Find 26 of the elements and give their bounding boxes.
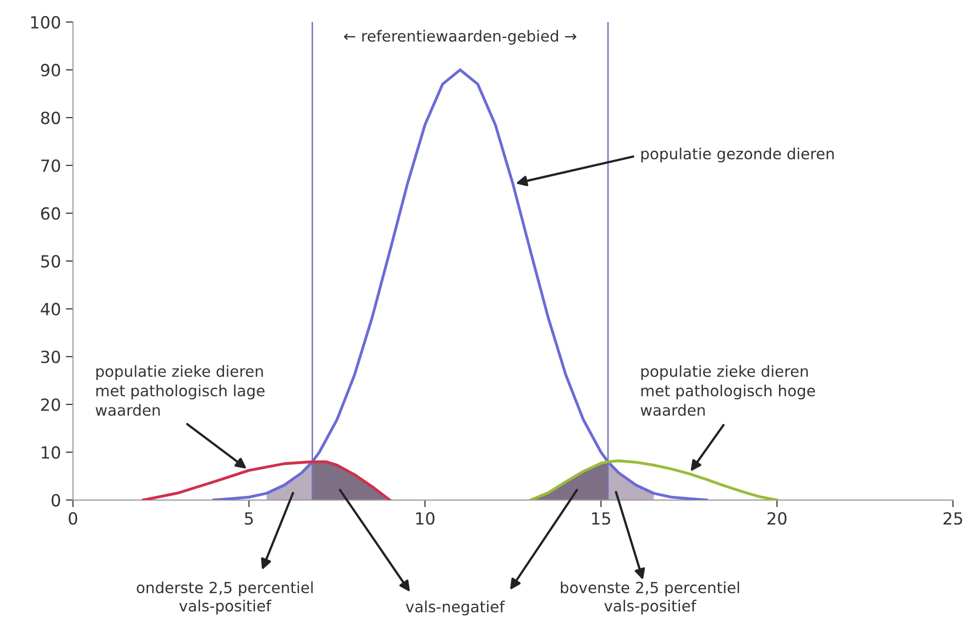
x-tick-label: 25 xyxy=(944,512,962,525)
line-series xyxy=(142,460,392,500)
y-tick-label: 30 xyxy=(41,350,60,364)
y-tick-label: 80 xyxy=(41,112,60,124)
text: onderste 2,5 percentiel vals-positief xyxy=(136,581,313,615)
annotation: ← referentiewaarden-gebied → xyxy=(344,30,576,45)
y-tick-label: 70 xyxy=(41,159,60,172)
x-tick-label: 5 xyxy=(244,512,253,525)
y-tick-label: 40 xyxy=(40,302,60,316)
x-tick-label: 15 xyxy=(592,512,610,525)
text: bovenste 2,5 percentiel vals-positief xyxy=(560,581,740,615)
y-tick-label: 0 xyxy=(52,494,60,507)
y-tick-label: 100 xyxy=(31,16,60,29)
y-tick-label: 50 xyxy=(41,254,60,268)
annotation: populatie gezonde dieren xyxy=(641,148,834,162)
text: vals-negatief xyxy=(406,600,505,616)
y-tick-label: 20 xyxy=(41,398,60,411)
line-series xyxy=(529,459,778,500)
x-tick-label: 20 xyxy=(768,512,786,525)
annotation: populatie zieke dieren met pathologisch hoge waarden xyxy=(640,365,815,416)
y-tick-label: 10 xyxy=(42,446,60,459)
x-tick-label: 10 xyxy=(416,512,434,525)
x-tick-label: 0 xyxy=(68,512,78,525)
y-tick-label: 60 xyxy=(41,207,60,220)
annotation: populatie zieke dieren met pathologisch lage waarden xyxy=(96,365,265,416)
y-tick-label: 90 xyxy=(40,64,60,76)
